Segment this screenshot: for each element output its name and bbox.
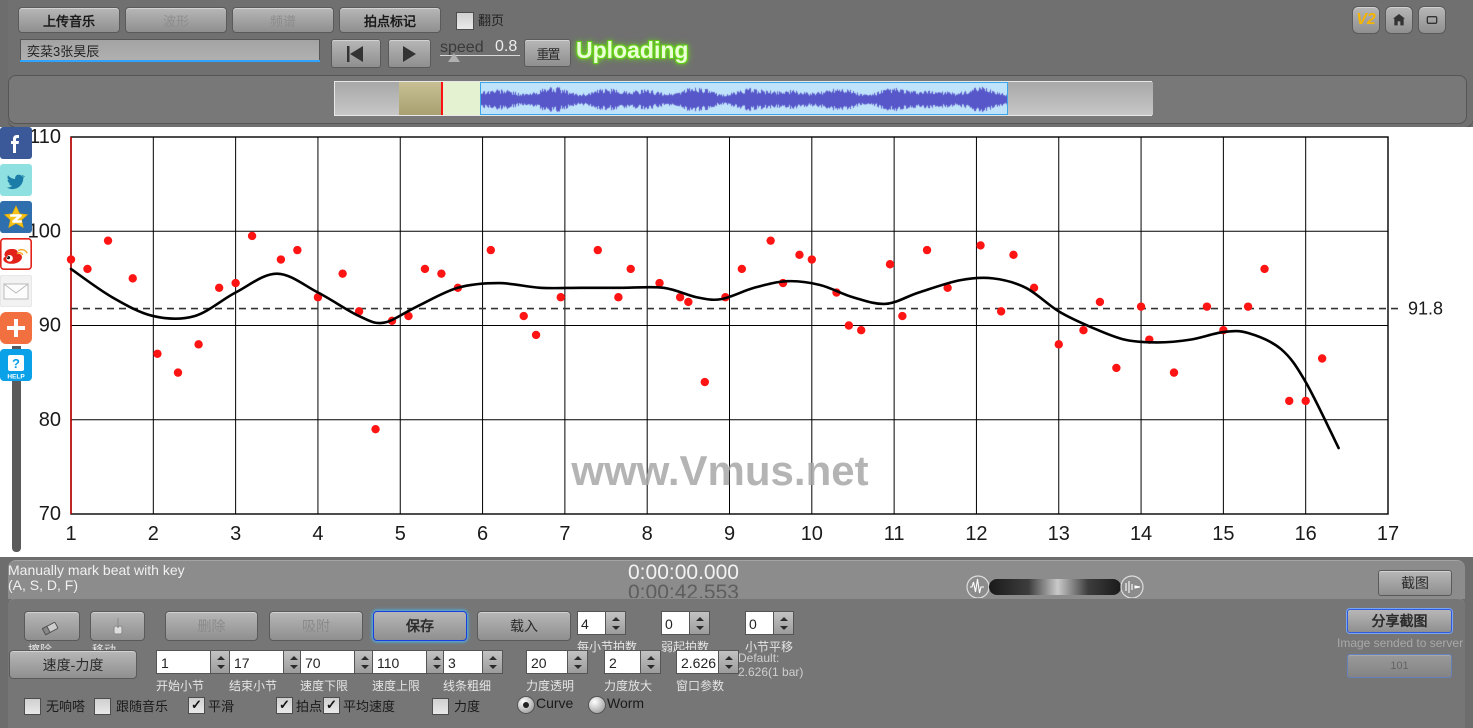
svg-text:15: 15 bbox=[1212, 523, 1234, 545]
svg-text:16: 16 bbox=[1295, 523, 1317, 545]
svg-text:11: 11 bbox=[884, 523, 905, 545]
svg-text:?: ? bbox=[12, 356, 20, 371]
svg-text:70: 70 bbox=[39, 503, 61, 525]
svg-text:6: 6 bbox=[477, 523, 488, 545]
svg-text:9: 9 bbox=[724, 523, 735, 545]
svg-text:4: 4 bbox=[312, 523, 323, 545]
svg-text:80: 80 bbox=[39, 409, 61, 431]
svg-text:HELP: HELP bbox=[7, 374, 25, 381]
svg-text:3: 3 bbox=[230, 523, 241, 545]
svg-text:100: 100 bbox=[28, 220, 61, 242]
svg-text:90: 90 bbox=[39, 315, 61, 337]
svg-text:91.8: 91.8 bbox=[1408, 299, 1443, 319]
svg-text:2: 2 bbox=[148, 523, 159, 545]
svg-text:1: 1 bbox=[65, 523, 76, 545]
svg-text:17: 17 bbox=[1377, 523, 1399, 545]
svg-text:110: 110 bbox=[29, 127, 61, 148]
svg-text:12: 12 bbox=[965, 523, 987, 545]
svg-text:13: 13 bbox=[1048, 523, 1070, 545]
svg-text:www.Vmus.net: www.Vmus.net bbox=[570, 447, 868, 494]
svg-text:10: 10 bbox=[801, 523, 823, 545]
svg-text:14: 14 bbox=[1130, 523, 1152, 545]
svg-text:8: 8 bbox=[642, 523, 653, 545]
svg-text:5: 5 bbox=[395, 523, 406, 545]
svg-text:7: 7 bbox=[559, 523, 570, 545]
